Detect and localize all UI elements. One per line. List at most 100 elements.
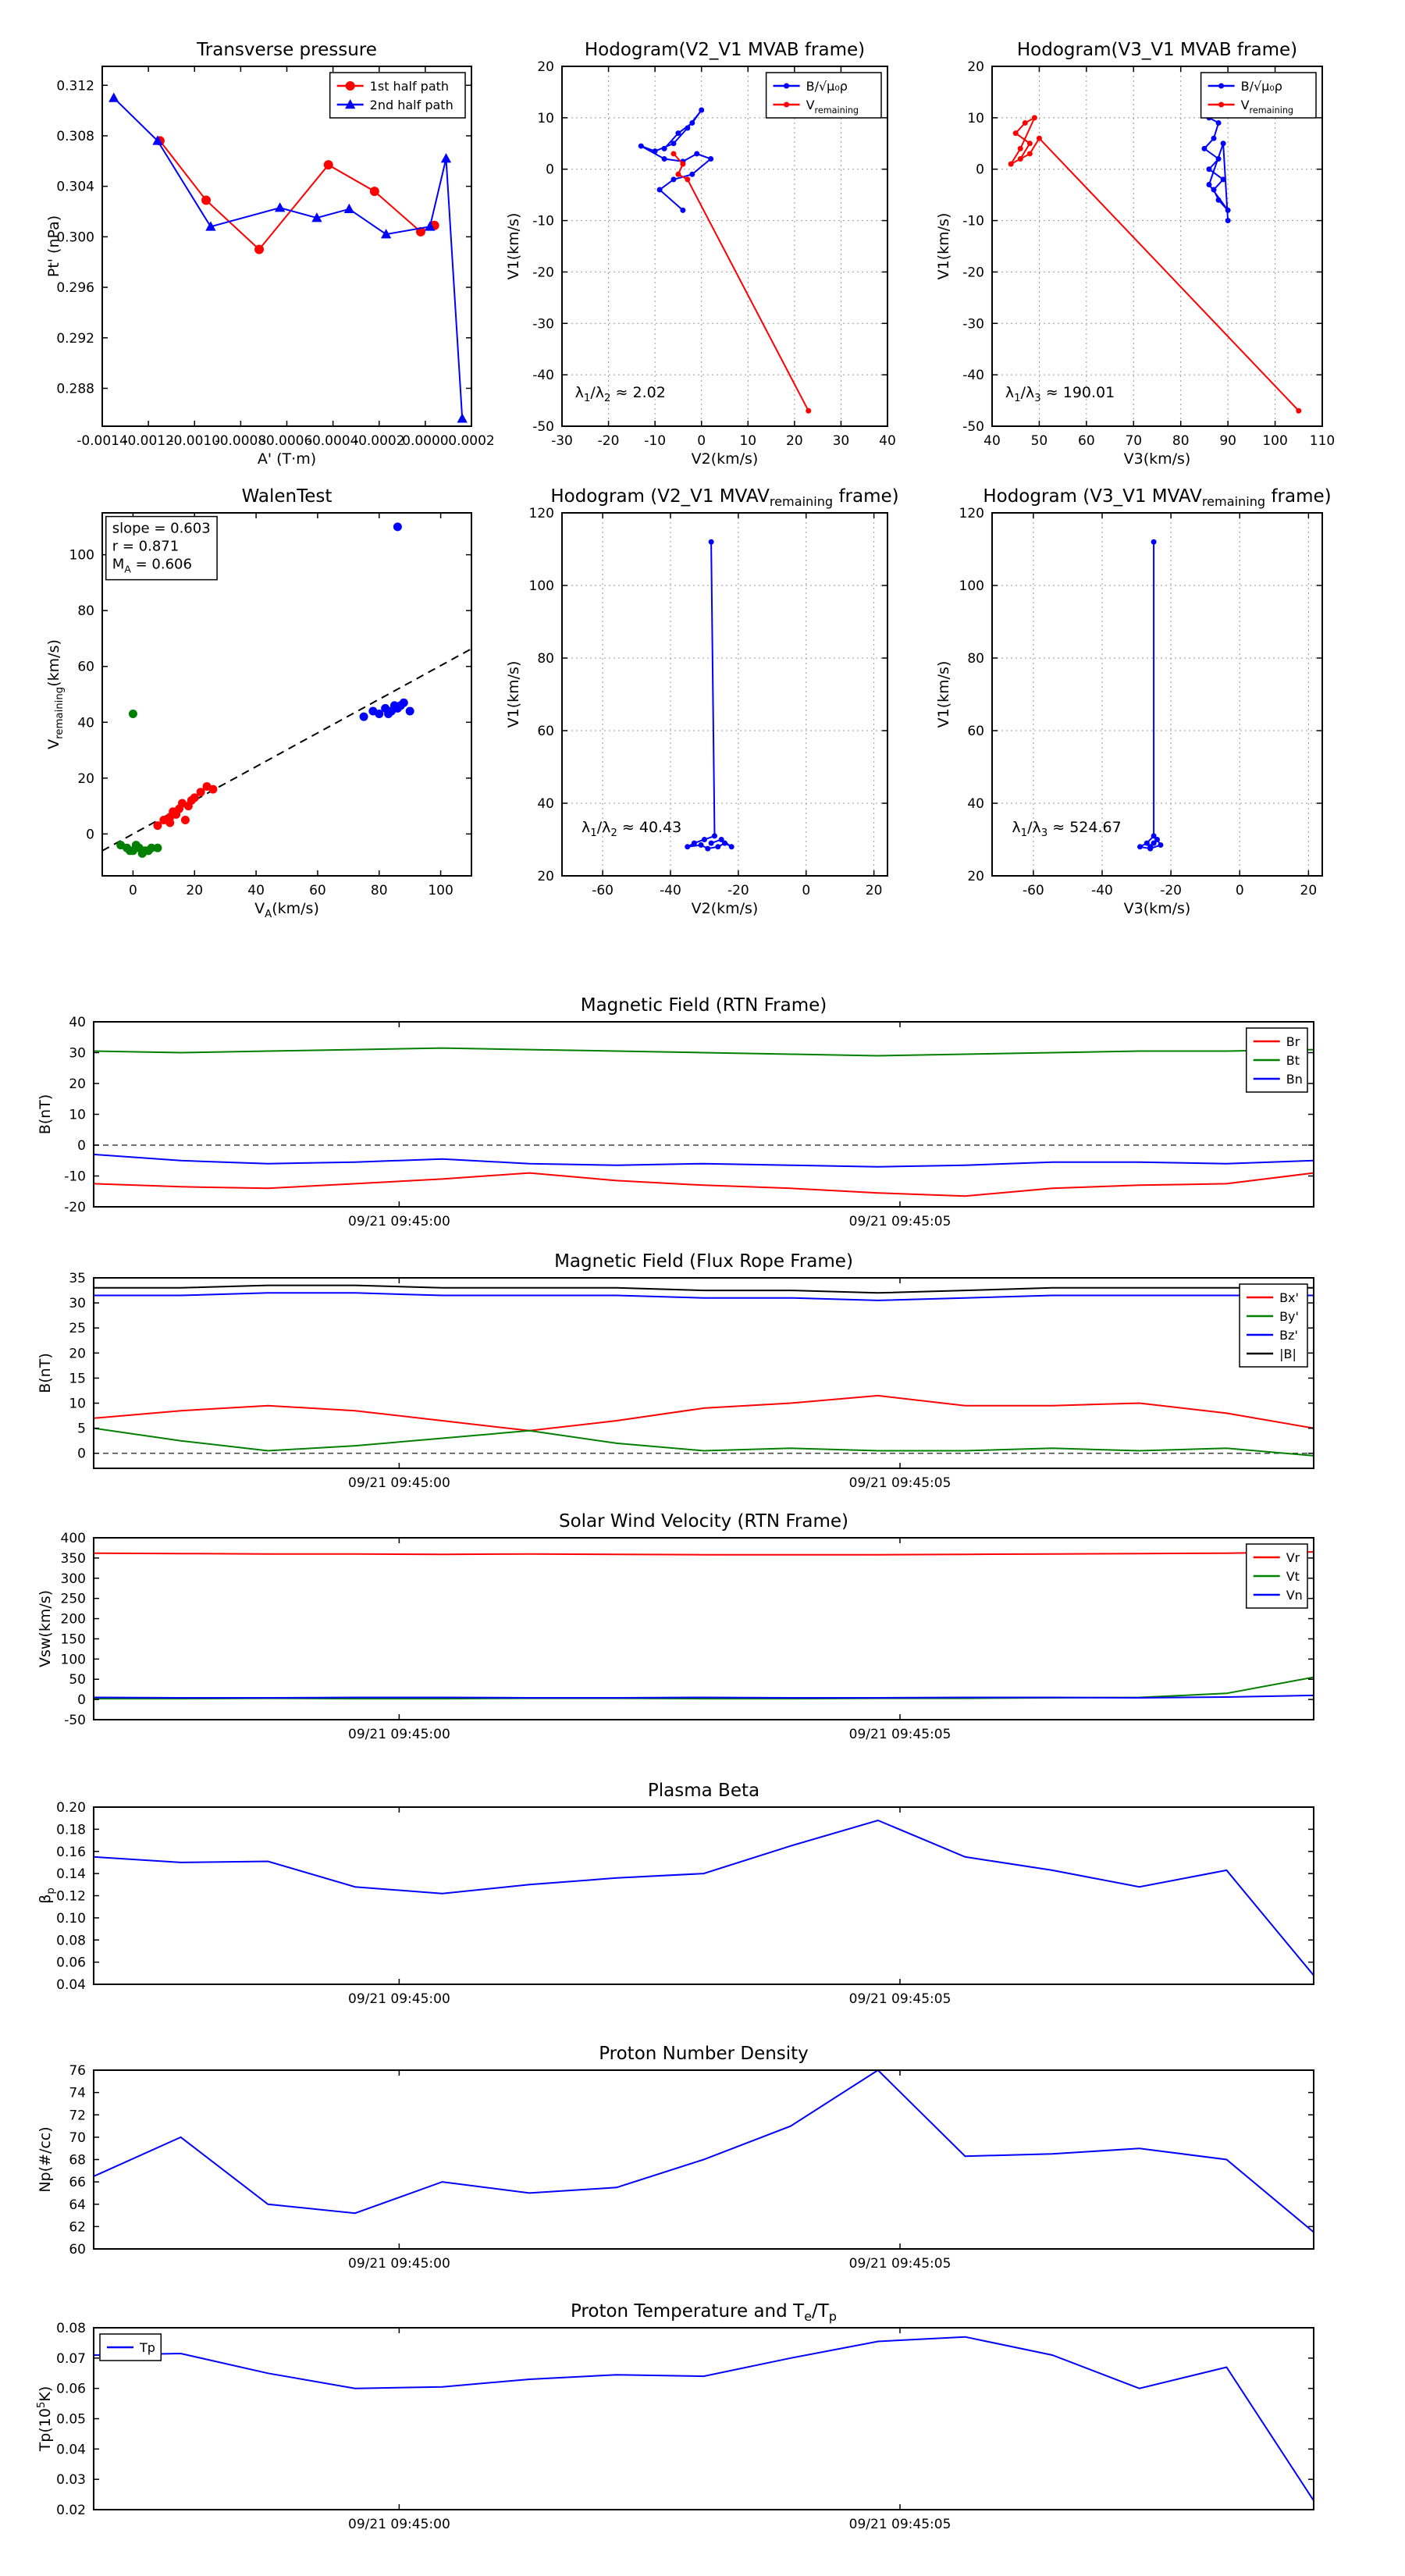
chart-walen-test: 0 20 40 60 80 100 0 20 40 60 80 100 WalenTest VA(km/s… xyxy=(38,477,482,920)
marker xyxy=(1031,115,1037,121)
marker xyxy=(128,710,137,719)
axes-box xyxy=(991,66,1323,427)
series-line xyxy=(113,97,464,419)
plot-text: -20 xyxy=(598,433,620,449)
plot-text: 20 xyxy=(537,869,554,884)
y-axis-label: Tp(105K) xyxy=(36,2386,54,2453)
chart-title: Transverse pressure xyxy=(196,40,377,60)
marker xyxy=(1151,840,1157,846)
marker xyxy=(440,153,452,163)
plot-text: -0.0006 xyxy=(261,433,313,449)
marker xyxy=(1144,840,1150,846)
marker xyxy=(1136,844,1143,850)
plot-text: 0 xyxy=(77,1138,86,1154)
plot-text: -50 xyxy=(64,1713,86,1728)
series-group xyxy=(94,1819,1314,1976)
annotation: λ1/λ3 ≈ 190.01 xyxy=(1005,384,1115,404)
series-line xyxy=(1008,116,1300,411)
legend-label: Vremaining xyxy=(806,98,859,116)
marker xyxy=(685,176,691,183)
y-axis-label: V1(km/s) xyxy=(505,661,522,728)
legend-label: Bt xyxy=(1286,1053,1300,1068)
plot-text: 70 xyxy=(69,2130,86,2146)
chart-title: Solar Wind Velocity (RTN Frame) xyxy=(559,1511,848,1532)
plot-text: 60 xyxy=(69,2242,86,2258)
marker xyxy=(396,701,405,710)
marker xyxy=(705,845,711,852)
series-line xyxy=(94,1172,1314,1197)
plot-text: 0.06 xyxy=(56,2382,86,2397)
plot-text: -40 xyxy=(660,883,681,898)
plot-text: 0.292 xyxy=(56,331,94,347)
marker xyxy=(661,145,667,151)
plot-text: -20 xyxy=(1160,883,1182,898)
plot-text: 35 xyxy=(69,1271,86,1286)
marker xyxy=(1220,141,1226,147)
marker xyxy=(323,160,333,170)
marker xyxy=(201,195,212,205)
plot-text: 0 xyxy=(129,883,137,898)
marker xyxy=(196,788,205,797)
marker xyxy=(208,785,218,794)
marker xyxy=(144,846,153,856)
chart-hodogram-v3-v1-mvav: -60 -40 -20 0 20 20 40 60 80 100 120 Hodogram (V3_V… xyxy=(928,477,1333,918)
plot-text: 09/21 09:45:00 xyxy=(348,1727,450,1742)
axes-box xyxy=(561,512,888,877)
stats-line: MA = 0.606 xyxy=(112,557,192,575)
plot-text: 0.04 xyxy=(56,1977,86,1993)
marker xyxy=(638,143,644,149)
legend-label: Tp xyxy=(139,2340,155,2355)
plot-text: -10 xyxy=(962,214,984,229)
legend-label: Vremaining xyxy=(1241,98,1293,116)
series-line xyxy=(102,648,471,852)
plot-text: -20 xyxy=(727,883,749,898)
plot-text: -30 xyxy=(532,316,554,332)
marker xyxy=(172,809,181,819)
plot-text: 0.0002 xyxy=(448,433,494,449)
series-group xyxy=(1136,539,1164,852)
marker xyxy=(708,840,714,846)
marker xyxy=(1154,837,1160,842)
y-axis-label: Vremaining(km/s) xyxy=(45,639,66,749)
marker xyxy=(691,840,697,846)
plot-text: 30 xyxy=(833,433,850,449)
annotation: λ1/λ2 ≈ 40.43 xyxy=(582,819,681,839)
plot-text: 120 xyxy=(959,506,984,521)
plot-text: 20 xyxy=(866,883,883,898)
marker xyxy=(274,202,286,212)
marker xyxy=(670,151,677,157)
y-axis-label: Vsw(km/s) xyxy=(37,1590,54,1667)
plot-text: 0.18 xyxy=(56,1822,86,1838)
plot-text: 0.288 xyxy=(56,381,94,397)
marker xyxy=(1296,407,1302,414)
plot-text: 72 xyxy=(69,2108,86,2123)
axes-box xyxy=(93,2327,1314,2510)
plot-text: 0.312 xyxy=(56,78,94,94)
plot-text: 80 xyxy=(967,651,984,667)
marker xyxy=(369,187,379,197)
marker xyxy=(675,130,681,137)
chart-magnetic-field-rtn: 09/21 09:45:00 09/21 09:45:05 -20 -10 0 10 20 3… xyxy=(30,986,1325,1249)
marker xyxy=(711,833,717,839)
marker xyxy=(1215,119,1222,126)
plot-text: 100 xyxy=(1262,433,1287,449)
plot-text: 0 xyxy=(697,433,706,449)
plot-text: 60 xyxy=(537,724,554,739)
plot-text: 0.08 xyxy=(56,2321,86,2336)
plot-text: 40 xyxy=(537,796,554,812)
series-group xyxy=(102,522,471,858)
plot-text: -60 xyxy=(1023,883,1044,898)
marker xyxy=(1218,83,1225,89)
axes-box xyxy=(93,1021,1314,1208)
plot-text: 40 xyxy=(77,715,94,731)
marker xyxy=(1225,207,1231,213)
marker xyxy=(689,171,695,177)
marker xyxy=(153,821,162,831)
legend-label: Br xyxy=(1286,1034,1300,1049)
marker xyxy=(1147,844,1154,850)
plot-text: 0.16 xyxy=(56,1845,86,1860)
plot-walen-test: 0 20 40 60 80 100 0 20 40 60 80 100 WalenTest VA(km/s… xyxy=(45,486,472,920)
marker xyxy=(1201,145,1208,151)
marker xyxy=(1220,176,1226,183)
axes-box xyxy=(101,66,472,427)
